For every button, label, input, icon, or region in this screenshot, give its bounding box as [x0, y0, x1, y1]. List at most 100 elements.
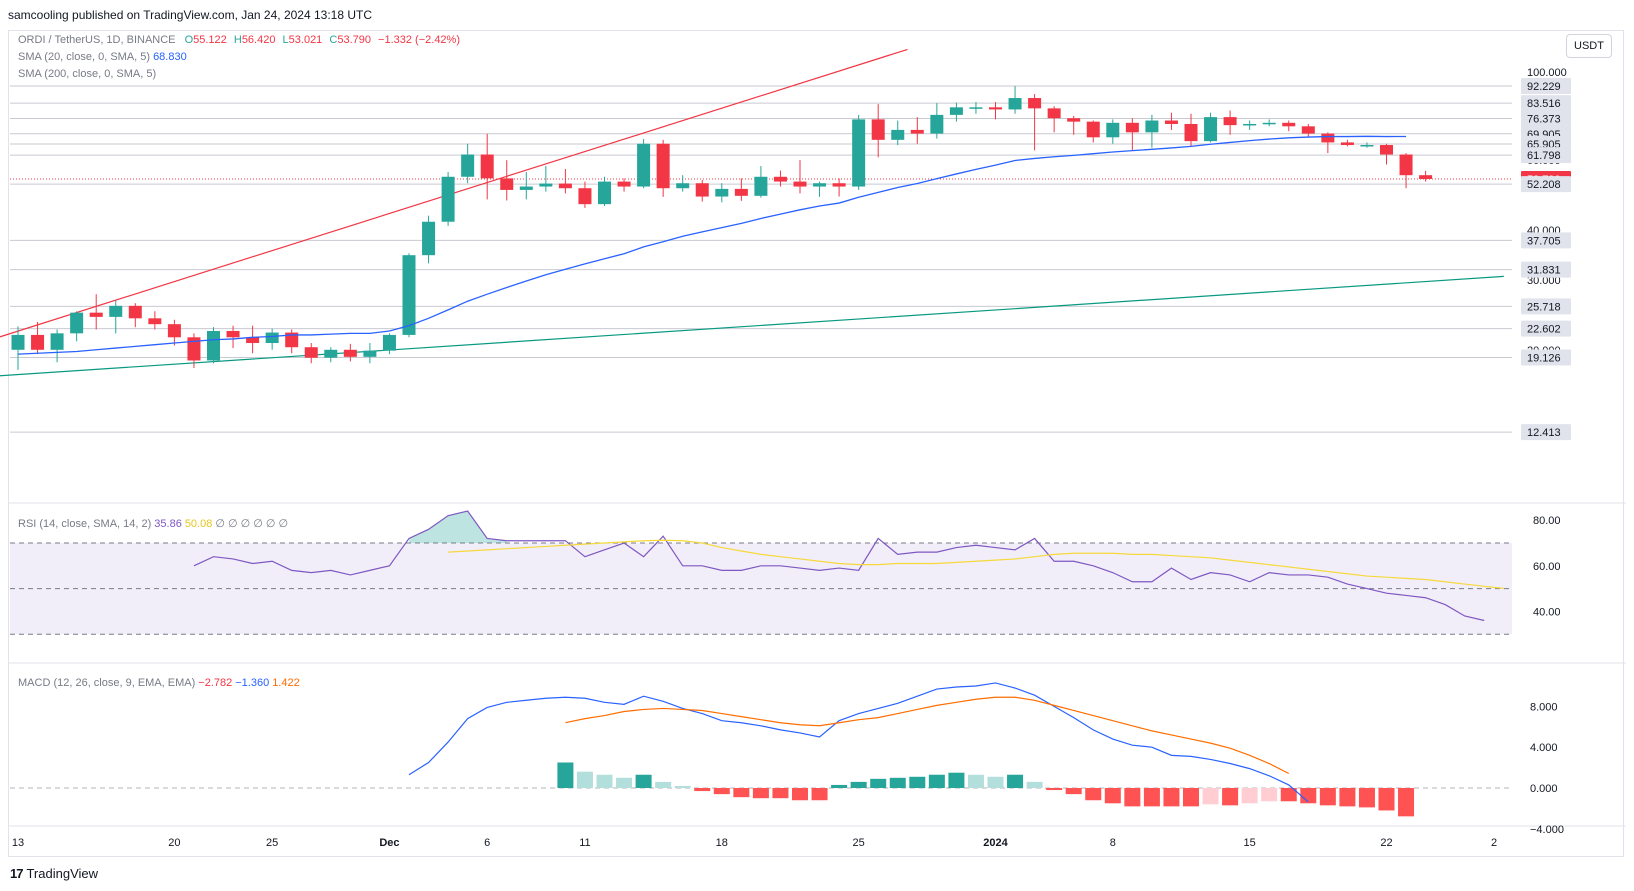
price-level-label: 19.126	[1527, 353, 1561, 365]
macd-histogram-bar	[928, 774, 945, 788]
macd-line	[408, 682, 1309, 803]
macd-histogram-bar	[1143, 788, 1160, 807]
candle-body	[148, 318, 162, 325]
candle-body	[617, 181, 631, 187]
price-level-label: 31.831	[1527, 265, 1561, 277]
candle-body	[343, 349, 357, 357]
candle-body	[1419, 175, 1433, 179]
close-label: C	[329, 34, 338, 46]
candle-body	[1380, 145, 1393, 155]
rsi-ma-line	[448, 539, 1504, 589]
change-value: −1.332 (−2.42%)	[378, 34, 460, 46]
sma20-label: SMA (20, close, 0, SMA, 5)	[18, 51, 151, 63]
candle-body	[813, 183, 827, 187]
main-legend: ORDI / TetherUS, 1D, BINANCE O55.122 H56…	[18, 34, 460, 46]
candle-body	[891, 129, 905, 140]
candle-body	[1262, 122, 1276, 125]
macd-histogram-bar	[1300, 788, 1317, 804]
chart-frame[interactable]	[8, 30, 1624, 857]
macd-histogram-bar	[733, 788, 750, 798]
macd-histogram-bar	[1046, 788, 1063, 791]
candle-body	[461, 154, 475, 177]
candle-body	[989, 107, 1002, 110]
time-axis-tick: 25	[853, 837, 865, 849]
candle-body	[715, 188, 729, 197]
candle-body	[285, 332, 299, 348]
price-level-label: 12.413	[1527, 427, 1561, 439]
candle-body	[793, 181, 807, 187]
time-axis-tick: 25	[266, 837, 278, 849]
macd-histogram-bar	[1183, 788, 1199, 807]
time-axis-tick: 20	[168, 837, 180, 849]
rsi-empty-values: ∅ ∅ ∅ ∅ ∅ ∅	[215, 518, 289, 530]
candle-body	[539, 183, 553, 187]
macd-histogram-bar	[752, 788, 769, 799]
macd-histogram-bar	[1085, 788, 1102, 801]
sma20-line	[17, 135, 1407, 355]
macd-axis-tick: −4.000	[1530, 824, 1564, 836]
candle-body	[1301, 126, 1315, 134]
candle-body	[1360, 145, 1374, 147]
candle-body	[832, 183, 846, 187]
macd-histogram-bar	[1202, 788, 1219, 805]
macd-histogram-bar	[1280, 788, 1297, 802]
macd-histogram-bar	[1104, 788, 1121, 804]
candle-body	[1047, 108, 1061, 119]
macd-histogram-bar	[889, 777, 906, 788]
macd-histogram-bar	[811, 788, 828, 801]
candle-body	[910, 129, 924, 134]
candle-body	[1067, 118, 1081, 122]
time-axis-tick: 2024	[983, 837, 1008, 849]
price-label-bg	[1521, 261, 1571, 278]
macd-histogram-bar	[772, 788, 789, 799]
candle-body	[1106, 122, 1120, 138]
candle-body	[1340, 142, 1354, 146]
high-value: 56.420	[241, 34, 276, 46]
price-level-label: 76.373	[1527, 114, 1561, 126]
macd-histogram-bar	[1339, 788, 1356, 807]
candle-body	[1243, 123, 1257, 126]
macd-histogram-bar	[694, 788, 711, 792]
sma20-legend[interactable]: SMA (20, close, 0, SMA, 5) 68.830	[18, 51, 187, 63]
macd-axis-tick: 0.000	[1530, 783, 1558, 795]
low-label: L	[282, 34, 289, 46]
candle-body	[324, 349, 338, 358]
candle-body	[1204, 117, 1218, 142]
candle-body	[500, 178, 514, 190]
candle-body	[1086, 121, 1100, 138]
macd-legend[interactable]: MACD (12, 26, close, 9, EMA, EMA) −2.782−…	[18, 677, 300, 689]
time-axis-tick: 11	[579, 837, 590, 849]
candle-body	[656, 143, 670, 189]
publisher-header: samcooling published on TradingView.com,…	[8, 8, 373, 22]
candle-body	[128, 305, 142, 319]
sma20-value: 68.830	[153, 51, 187, 63]
price-axis-tick: 30.000	[1527, 275, 1561, 287]
price-level-label: 37.705	[1527, 235, 1561, 247]
rsi-overbought-fill	[409, 511, 507, 543]
sma200-legend[interactable]: SMA (200, close, 0, SMA, 5)	[18, 68, 156, 80]
tradingview-footer[interactable]: 17 TradingView	[10, 866, 98, 881]
macd-histogram-bar	[1163, 788, 1180, 807]
price-label-bg	[1521, 147, 1571, 164]
candle-body	[1028, 98, 1042, 109]
candle-body	[109, 305, 123, 317]
candle-body	[1125, 122, 1139, 133]
time-axis-tick: 22	[1380, 837, 1392, 849]
candle-body	[402, 255, 416, 335]
macd-histogram-bar	[655, 781, 672, 788]
price-label-bg	[1521, 110, 1571, 127]
rsi-legend[interactable]: RSI (14, close, SMA, 14, 2) 35.86 50.08 ∅ ∅…	[18, 517, 288, 530]
candle-body	[246, 337, 260, 344]
price-level-label: 83.516	[1527, 98, 1561, 110]
candle-body	[871, 119, 885, 140]
currency-button[interactable]: USDT	[1566, 34, 1612, 58]
symbol-label[interactable]: ORDI / TetherUS, 1D, BINANCE	[18, 34, 176, 46]
macd-histogram-bar	[557, 762, 574, 788]
macd-histogram-bar	[1378, 788, 1395, 811]
candle-body	[852, 119, 866, 187]
candle-body	[382, 334, 396, 351]
candle-body	[226, 331, 240, 338]
macd-histogram-bar	[1319, 788, 1336, 806]
support-trendline	[0, 275, 1504, 377]
